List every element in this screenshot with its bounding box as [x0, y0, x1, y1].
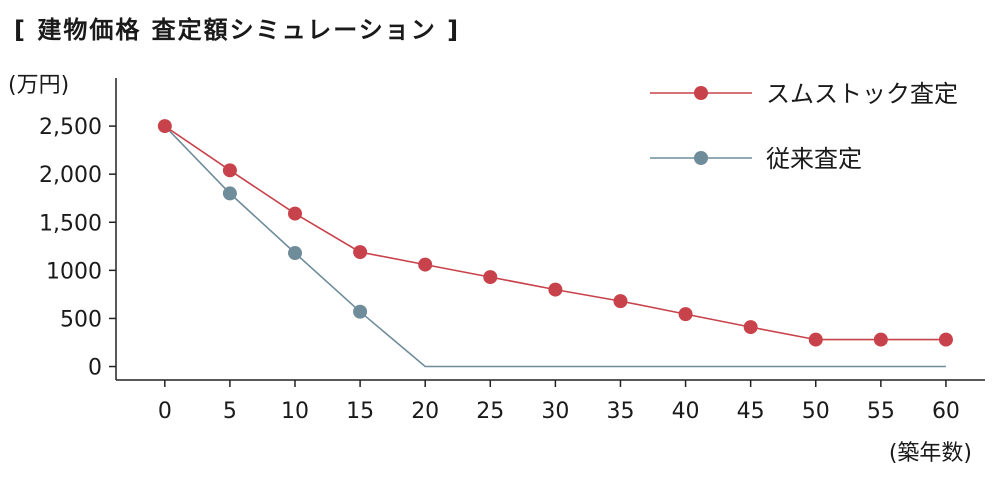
x-tick-label: 5	[223, 399, 237, 424]
legend-label-0: スムストック査定	[766, 80, 958, 108]
x-axis-unit-label: (築年数)	[889, 441, 972, 466]
series-0-point	[288, 206, 303, 221]
series-0-point	[808, 332, 823, 347]
series-0-point	[548, 282, 563, 297]
x-tick-label: 30	[541, 399, 569, 424]
x-tick-label: 25	[476, 399, 504, 424]
series-0-point	[613, 294, 628, 309]
y-tick-label: 2,500	[39, 115, 102, 140]
legend-marker-1	[694, 151, 708, 165]
x-tick-labels: 0 5 10 15 20 25 30 35 40 45 50 55 60	[158, 380, 960, 424]
series-1-point	[353, 304, 368, 319]
series-points	[157, 119, 953, 347]
series-0-point	[353, 245, 368, 260]
series-0-point	[483, 270, 498, 285]
x-tick-label: 0	[158, 399, 172, 424]
series-0-point	[222, 163, 237, 178]
chart-title: [ 建物価格 査定額シミュレーション ]	[14, 16, 461, 44]
x-tick-label: 15	[346, 399, 374, 424]
x-tick-label: 40	[672, 399, 700, 424]
x-tick-label: 55	[867, 399, 895, 424]
series-1-point	[288, 246, 303, 261]
x-tick-label: 45	[737, 399, 765, 424]
series-1-point	[222, 186, 237, 201]
legend-marker-0	[694, 86, 708, 100]
legend-label-1: 従来査定	[766, 145, 862, 173]
x-tick-label: 60	[932, 399, 960, 424]
x-tick-label: 35	[606, 399, 634, 424]
x-tick-label: 50	[802, 399, 830, 424]
series-0-point	[157, 119, 172, 134]
series-0-point	[678, 307, 693, 322]
y-axis-unit-label: (万円)	[8, 73, 69, 98]
y-tick-label: 1000	[46, 259, 102, 284]
y-tick-label: 2,000	[39, 163, 102, 188]
y-tick-label: 500	[60, 307, 102, 332]
series-0-point	[873, 332, 888, 347]
series-0-point	[938, 332, 953, 347]
y-tick-label: 1,500	[39, 211, 102, 236]
y-tick-labels: 0 500 1000 1,500 2,000 2,500	[39, 115, 116, 381]
series-0-point	[418, 257, 433, 272]
series-0-point	[743, 320, 758, 335]
x-tick-label: 10	[281, 399, 309, 424]
x-tick-label: 20	[411, 399, 439, 424]
y-tick-label: 0	[88, 356, 102, 381]
